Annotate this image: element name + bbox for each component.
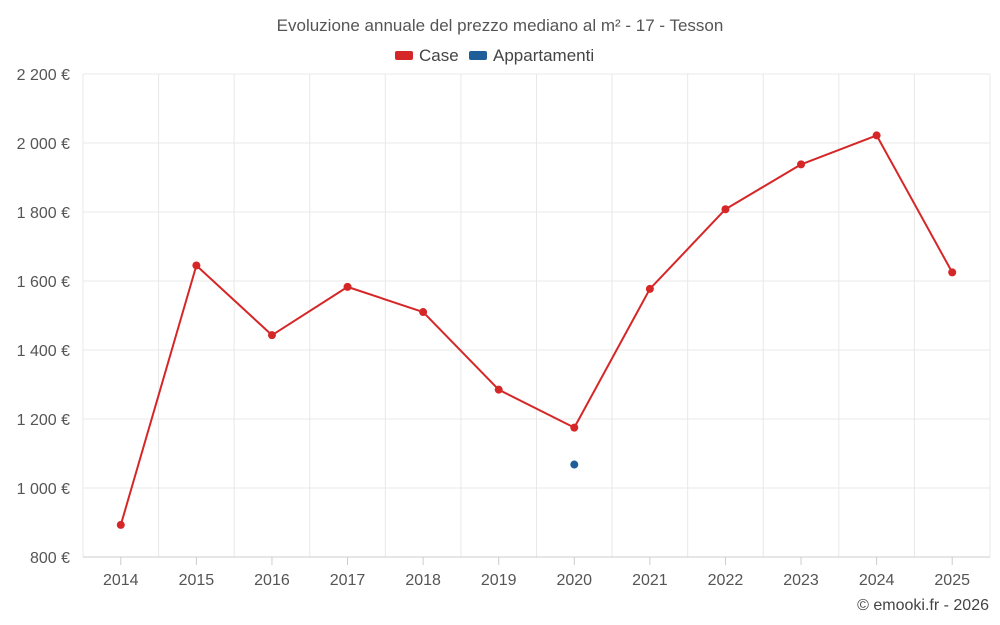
y-tick-label: 1 600 € (17, 274, 70, 291)
legend-swatch-case (395, 51, 413, 60)
x-axis-ticks: 2014 2015 2016 2017 2018 2019 2020 2021 2022 2023… (103, 557, 970, 589)
x-tick-label: 2018 (405, 572, 441, 589)
credit-text: © emooki.fr - 2026 (857, 597, 989, 614)
x-tick-label: 2022 (708, 572, 744, 589)
data-point-case[interactable] (645, 284, 654, 293)
y-axis-ticks: 800 € 1 000 € 1 200 € 1 400 € 1 600 € 1 800 €… (17, 67, 70, 567)
legend-item-appartamenti[interactable]: Appartamenti (469, 46, 594, 65)
data-point-case[interactable] (872, 131, 881, 140)
series (116, 131, 957, 529)
legend-label-case: Case (419, 46, 459, 65)
x-tick-label: 2024 (859, 572, 895, 589)
data-point-case[interactable] (116, 520, 125, 529)
series-line-case (119, 134, 954, 526)
legend-swatch-appartamenti (469, 51, 487, 60)
x-tick-label: 2014 (103, 572, 139, 589)
y-tick-label: 1 400 € (17, 343, 70, 360)
x-tick-label: 2019 (481, 572, 517, 589)
y-tick-label: 1 800 € (17, 205, 70, 222)
chart-title: Evoluzione annuale del prezzo mediano al… (277, 16, 724, 35)
data-point-case[interactable] (419, 308, 428, 317)
legend-item-case[interactable]: Case (395, 46, 459, 65)
x-tick-label: 2015 (179, 572, 215, 589)
x-tick-label: 2023 (783, 572, 819, 589)
data-point-case[interactable] (570, 423, 579, 432)
y-tick-label: 1 000 € (17, 481, 70, 498)
data-point-case[interactable] (494, 385, 503, 394)
y-tick-label: 2 000 € (17, 136, 70, 153)
data-point-case[interactable] (192, 261, 201, 270)
data-point-case[interactable] (948, 268, 957, 277)
gridlines (82, 73, 991, 558)
data-point-case[interactable] (721, 205, 730, 214)
x-tick-label: 2020 (556, 572, 592, 589)
data-point-case[interactable] (797, 160, 806, 169)
x-tick-label: 2017 (330, 572, 366, 589)
data-point-case[interactable] (267, 331, 276, 340)
legend-label-appartamenti: Appartamenti (493, 46, 594, 65)
y-tick-label: 2 200 € (17, 67, 70, 84)
x-tick-label: 2021 (632, 572, 668, 589)
data-point-case[interactable] (343, 282, 352, 291)
legend: Case Appartamenti (395, 46, 594, 65)
data-point-appartamenti[interactable] (570, 460, 579, 469)
y-tick-label: 800 € (30, 550, 70, 567)
x-tick-label: 2016 (254, 572, 290, 589)
x-tick-label: 2025 (934, 572, 970, 589)
y-tick-label: 1 200 € (17, 412, 70, 429)
